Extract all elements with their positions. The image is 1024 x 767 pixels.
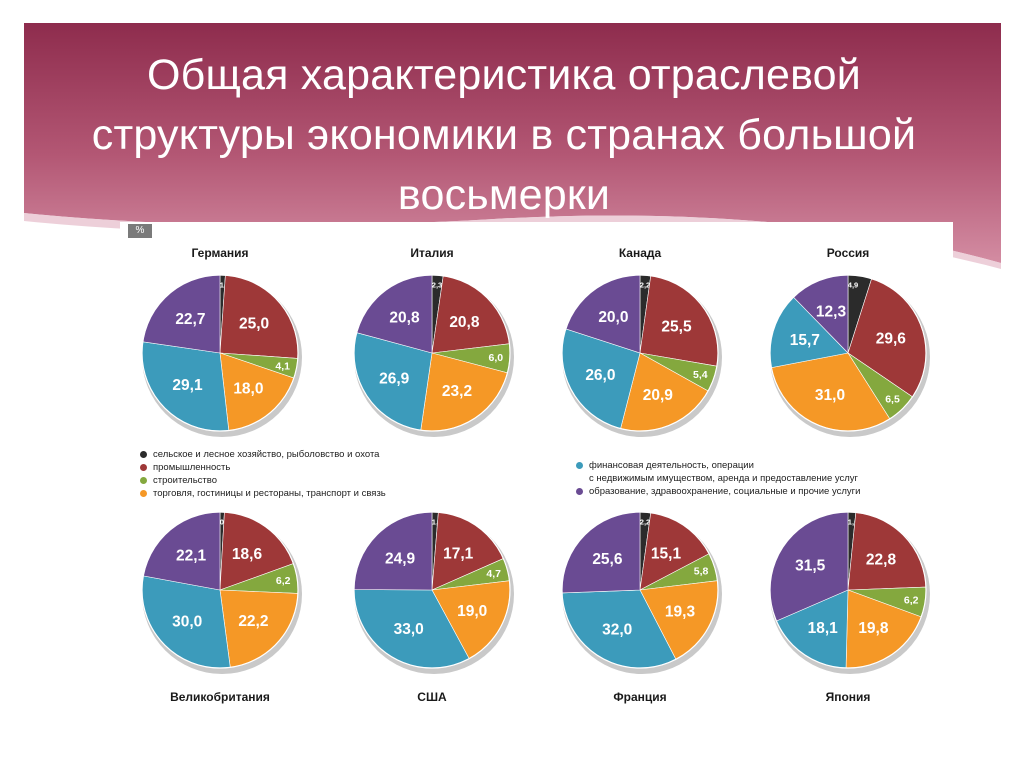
slice-label: 12,3 bbox=[816, 304, 847, 321]
slice-label: 26,0 bbox=[585, 367, 615, 384]
slice-label: 18,1 bbox=[808, 620, 839, 637]
chart-figure: % Германия1,125,04,118,029,122,7Италия2,… bbox=[120, 222, 953, 720]
country-title: Канада bbox=[619, 246, 662, 260]
pie-6: США 1,3 17,1 4,7 19,0 33,0 24,9 bbox=[353, 511, 514, 704]
pie-rim bbox=[353, 274, 511, 432]
slice-label: 29,6 bbox=[876, 331, 907, 348]
pie-rim bbox=[561, 511, 719, 669]
slice-label: 32,0 bbox=[602, 622, 632, 639]
slice-label: 31,5 bbox=[795, 558, 826, 575]
slice-label: 18,0 bbox=[233, 381, 263, 398]
legend-label: образование, здравоохранение, социальные… bbox=[589, 486, 861, 497]
slice-label: 31,0 bbox=[815, 387, 845, 404]
pie-rim bbox=[141, 511, 299, 669]
slice-label: 5,4 bbox=[693, 369, 708, 381]
slice-label: 20,9 bbox=[643, 387, 674, 404]
country-title: Германия bbox=[191, 246, 248, 260]
slice-label: 22,8 bbox=[866, 552, 897, 569]
slice-label: 17,1 bbox=[443, 546, 474, 563]
slice-label: 15,7 bbox=[790, 332, 820, 349]
slice-label: 24,9 bbox=[385, 550, 416, 567]
legend-label: торговля, гостиницы и рестораны, транспо… bbox=[153, 488, 386, 499]
slice-label: 2,2 bbox=[640, 281, 650, 290]
slice-label: 19,8 bbox=[858, 620, 889, 637]
slice-label: 23,2 bbox=[442, 383, 472, 400]
pie-2: Италия 2,3 20,8 6,0 23,2 26,9 20,8 bbox=[353, 246, 514, 437]
country-title: Россия bbox=[827, 246, 870, 260]
slice-label: 2,2 bbox=[640, 518, 650, 527]
slice-label: 20,8 bbox=[389, 310, 420, 327]
slice-label: 19,0 bbox=[457, 603, 487, 620]
slice-label: 25,5 bbox=[661, 319, 692, 336]
legend-item-agriculture: сельское и лесное хозяйство, рыболовство… bbox=[140, 448, 560, 461]
slice-label: 1,6 bbox=[848, 518, 858, 527]
legend-label: сельское и лесное хозяйство, рыболовство… bbox=[153, 449, 380, 460]
pie-rim bbox=[353, 511, 511, 669]
legend-label: промышленность bbox=[153, 462, 231, 473]
slice-label: 20,0 bbox=[598, 309, 628, 326]
slice-label: 6,0 bbox=[488, 352, 503, 364]
country-title: Япония bbox=[826, 690, 871, 704]
slice-label: 18,6 bbox=[232, 546, 263, 563]
legend-left: сельское и лесное хозяйство, рыболовство… bbox=[140, 448, 560, 500]
legend-label: финансовая деятельность, операции с недв… bbox=[589, 460, 859, 484]
slice-label: 26,9 bbox=[379, 370, 410, 387]
legend-item-construction: строительство bbox=[140, 474, 560, 487]
slice-label: 22,7 bbox=[175, 311, 205, 328]
legend-right: финансовая деятельность, операции с недв… bbox=[576, 459, 956, 498]
pie-rim bbox=[141, 274, 299, 432]
pie-3: Канада 2,2 25,5 5,4 20,9 26,0 20,0 bbox=[561, 246, 722, 437]
country-title: Великобритания bbox=[170, 690, 270, 704]
slice-label: 4,9 bbox=[848, 281, 858, 290]
slice-label: 6,2 bbox=[904, 595, 919, 607]
page-title: Общая характеристика отраслевой структур… bbox=[91, 51, 917, 219]
slice-label: 19,3 bbox=[665, 604, 696, 621]
pie-1: Германия1,125,04,118,029,122,7 bbox=[141, 246, 302, 437]
country-title: США bbox=[417, 690, 447, 704]
pie-7: Франция 2,2 15,1 5,8 19,3 32,0 25,6 bbox=[561, 511, 722, 704]
legend-swatch bbox=[576, 488, 583, 495]
legend-item-finance: финансовая деятельность, операции с недв… bbox=[576, 459, 956, 485]
country-title: Италия bbox=[410, 246, 453, 260]
legend-item-trade: торговля, гостиницы и рестораны, транспо… bbox=[140, 487, 560, 500]
slice-label: 6,5 bbox=[885, 394, 900, 406]
pie-5: Великобритания0,918,66,222,230,022,1 bbox=[141, 511, 302, 704]
slice-label: 33,0 bbox=[394, 621, 424, 638]
slice-label: 30,0 bbox=[172, 614, 202, 631]
pie-rim bbox=[561, 274, 719, 432]
slice-label: 29,1 bbox=[172, 377, 203, 394]
slice-label: 15,1 bbox=[651, 545, 682, 562]
country-title: Франция bbox=[613, 690, 666, 704]
legend-label: строительство bbox=[153, 475, 218, 486]
legend-swatch bbox=[140, 464, 147, 471]
slice-label: 25,6 bbox=[592, 551, 623, 568]
legend-swatch bbox=[140, 490, 147, 497]
slice-label: 20,8 bbox=[449, 314, 480, 331]
pie-charts: Германия1,125,04,118,029,122,7Италия2,32… bbox=[141, 246, 930, 704]
legend-item-industry: промышленность bbox=[140, 461, 560, 474]
legend-swatch bbox=[140, 477, 147, 484]
legend-swatch bbox=[576, 462, 583, 469]
legend-swatch bbox=[140, 451, 147, 458]
pie-8: Япония 1,6 22,8 6,2 19,8 18,1 31,5 bbox=[769, 511, 930, 704]
slice-label: 4,1 bbox=[275, 360, 290, 372]
slice-label: 1,3 bbox=[432, 518, 442, 527]
pie-rim bbox=[769, 511, 927, 669]
slice-label: 25,0 bbox=[239, 316, 269, 333]
slice-label: 5,8 bbox=[694, 566, 709, 578]
slice-label: 22,1 bbox=[176, 548, 207, 565]
slice-label: 4,7 bbox=[486, 568, 501, 580]
slice-label: 2,3 bbox=[432, 281, 442, 290]
slice-label: 6,2 bbox=[276, 575, 291, 587]
slice-label: 22,2 bbox=[238, 613, 268, 630]
unit-badge: % bbox=[128, 224, 152, 238]
legend-item-education: образование, здравоохранение, социальные… bbox=[576, 485, 956, 498]
pie-4: Россия 4,9 29,6 6,5 31,0 15,7 12,3 bbox=[769, 246, 930, 437]
pie-rim bbox=[769, 274, 927, 432]
